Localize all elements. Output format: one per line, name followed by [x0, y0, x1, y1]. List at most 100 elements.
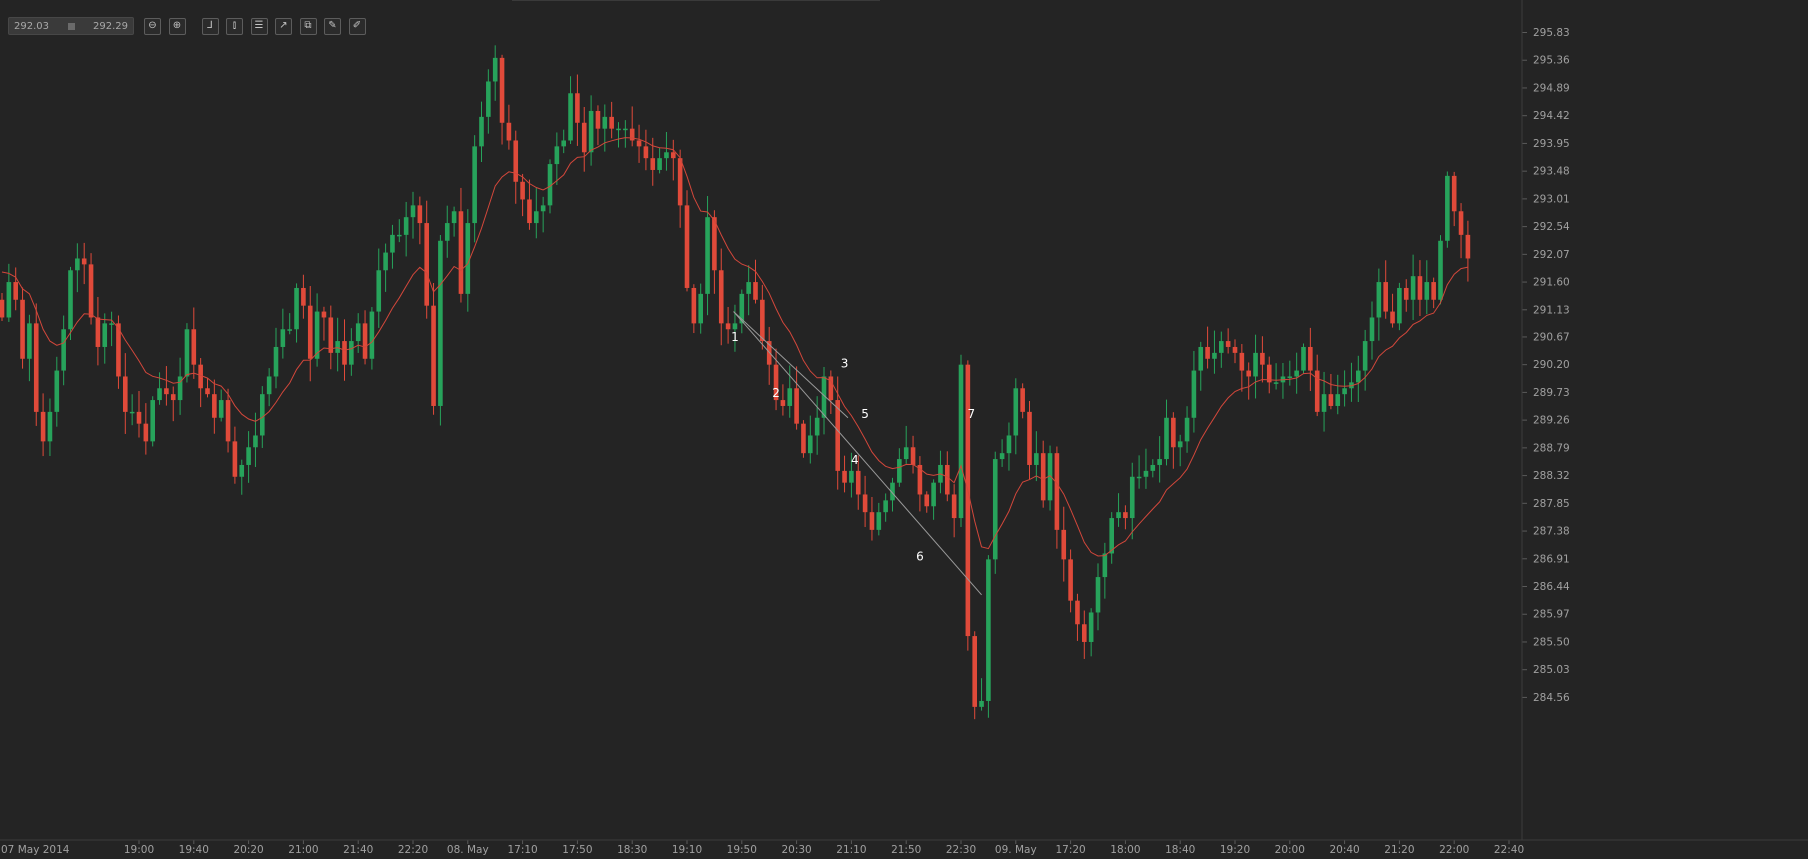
- bearish-candle: [164, 388, 169, 395]
- bearish-candle: [718, 270, 724, 324]
- period-button[interactable]: ⅃: [201, 17, 219, 35]
- bullish-candle: [979, 700, 984, 707]
- bearish-candle: [170, 394, 176, 401]
- bullish-candle: [177, 376, 183, 401]
- bearish-candle: [143, 423, 149, 442]
- bearish-candle: [301, 287, 306, 306]
- bid-price: 292.03: [14, 20, 49, 32]
- bullish-candle: [568, 93, 573, 141]
- bearish-candle: [1246, 370, 1251, 377]
- zoom-out-button[interactable]: ⊖: [144, 17, 161, 35]
- bearish-candle: [1123, 512, 1128, 519]
- time-axis[interactable]: 07 May 2014 19:00 19:40 20:20 21:00 21:40 22:2…: [1, 840, 1524, 856]
- pen-tool-button[interactable]: ✐: [348, 17, 366, 35]
- chart-type-button[interactable]: ⫾: [226, 17, 243, 35]
- bullish-candle: [554, 146, 560, 165]
- bearish-candle: [1068, 559, 1073, 601]
- bullish-candle: [383, 252, 388, 271]
- annotation-label-2: 2: [772, 386, 780, 400]
- bearish-candle: [191, 329, 197, 365]
- bearish-candle: [684, 205, 690, 288]
- bearish-candle: [1458, 211, 1464, 235]
- bullish-candle: [1109, 518, 1114, 554]
- bullish-candle: [1164, 417, 1169, 460]
- chart-toolbar: 292.03 292.29 ⊖ ⊕ ⅃ ⫾ ☰ ↗ ⧉ ✎ ✐: [8, 16, 366, 36]
- bullish-candle: [534, 211, 539, 224]
- bearish-candle: [910, 447, 916, 465]
- bullish-candle: [1438, 240, 1443, 300]
- bullish-candle: [1198, 346, 1204, 371]
- bearish-candle: [1260, 352, 1265, 365]
- bullish-candle: [664, 152, 669, 159]
- bearish-candle: [917, 464, 923, 495]
- bearish-candle: [725, 323, 731, 330]
- bullish-candle: [1177, 441, 1183, 448]
- zoom-in-icon: ⊕: [172, 20, 182, 31]
- bearish-candle: [1390, 311, 1395, 324]
- y-tick-label: 289.26: [1533, 415, 1570, 427]
- trendline-1[interactable]: [733, 311, 982, 596]
- bearish-candle: [1075, 600, 1080, 625]
- x-tick-label: 21:10: [836, 844, 866, 856]
- bearish-candle: [513, 140, 519, 182]
- bullish-candle: [1321, 394, 1327, 412]
- y-tick-label: 286.44: [1533, 581, 1570, 593]
- bearish-candle: [1239, 352, 1245, 371]
- x-tick-label: 21:40: [343, 844, 373, 856]
- bullish-candle: [808, 435, 813, 454]
- bearish-candle: [307, 305, 313, 359]
- bullish-candle: [1129, 476, 1135, 519]
- bearish-candle: [212, 394, 217, 418]
- x-tick-label: 17:20: [1055, 844, 1085, 856]
- bearish-candle: [40, 411, 46, 442]
- bullish-candle: [335, 341, 340, 353]
- bearish-candle: [862, 494, 868, 513]
- studies-button[interactable]: ↗: [275, 17, 292, 35]
- bearish-candle: [424, 223, 429, 306]
- x-tick-label: 22:20: [398, 844, 428, 856]
- bullish-candle: [157, 388, 162, 401]
- y-tick-label: 286.91: [1533, 553, 1570, 565]
- bearish-candle: [1308, 346, 1313, 371]
- bullish-candle: [821, 376, 827, 418]
- bullish-candle: [1410, 276, 1416, 300]
- bearish-candle: [1061, 529, 1067, 560]
- bearish-candle: [794, 388, 799, 424]
- x-tick-label: 22:00: [1439, 844, 1469, 856]
- bullish-candle: [6, 282, 12, 318]
- bearish-candle: [362, 323, 368, 359]
- bearish-candle: [650, 158, 656, 170]
- x-tick-label: 17:10: [507, 844, 537, 856]
- x-tick-label: 22:30: [946, 844, 976, 856]
- bearish-candle: [924, 494, 930, 507]
- bullish-candle: [746, 282, 751, 294]
- bullish-candle: [992, 459, 998, 560]
- bearish-candle: [855, 470, 861, 495]
- bearish-candle: [225, 400, 231, 442]
- bullish-candle: [260, 394, 265, 436]
- x-tick-label: 20:30: [781, 844, 811, 856]
- trendline-2[interactable]: [733, 311, 849, 419]
- y-tick-label: 292.54: [1533, 221, 1570, 233]
- bullish-candle: [1335, 394, 1341, 406]
- templates-button[interactable]: ⧉: [299, 17, 317, 35]
- drawings-button[interactable]: ✎: [324, 17, 341, 35]
- bullish-candle: [657, 158, 662, 170]
- bullish-candle: [1150, 464, 1156, 471]
- bearish-candle: [33, 323, 39, 412]
- trendlines-layer[interactable]: [733, 311, 982, 596]
- bullish-candle: [369, 311, 375, 359]
- zoom-in-button[interactable]: ⊕: [168, 17, 186, 35]
- bearish-candle: [945, 464, 950, 495]
- x-tick-label: 19:10: [672, 844, 702, 856]
- y-tick-label: 291.60: [1533, 277, 1570, 289]
- bullish-candle: [1369, 317, 1375, 342]
- price-axis[interactable]: 295.83 295.36 294.89 294.42 293.95 293.48 293.…: [1522, 27, 1570, 704]
- indicators-button[interactable]: ☰: [250, 17, 268, 35]
- bearish-candle: [1225, 341, 1231, 347]
- bearish-candle: [965, 364, 971, 637]
- bullish-candle: [27, 323, 32, 359]
- bullish-candle: [547, 164, 553, 206]
- bearish-candle: [499, 57, 505, 123]
